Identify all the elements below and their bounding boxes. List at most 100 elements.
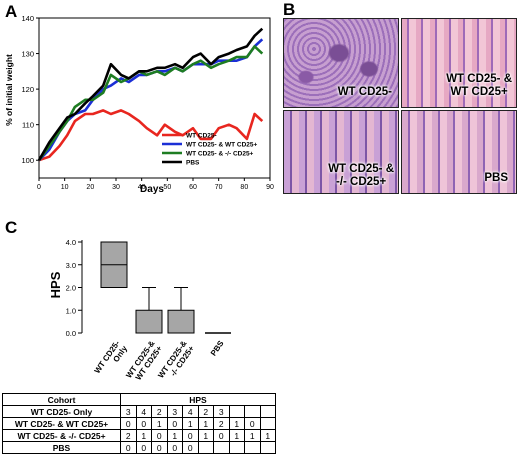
x-tick-label: 50 [163,184,171,191]
category-label: PBS [209,338,226,357]
hps-value-cell: 2 [197,405,214,418]
hps-value-cell: 3 [213,405,230,418]
legend-label: WT CD25- & -/- CD25+ [186,151,254,158]
hps-value-cell [244,441,261,454]
hps-value-cell [259,405,276,418]
histology-caption: WT CD25- & WT CD25+ [446,73,512,98]
y-tick-label: 0.0 [66,329,76,338]
y-tick-label: 120 [21,85,34,94]
legend-label: WT CD25- [186,133,217,140]
hps-value-cell: 2 [120,429,137,442]
hps-value-cell: 0 [182,441,199,454]
histology-caption: WT CD25- [337,86,392,98]
plot-frame [38,17,271,179]
x-tick-label: 40 [138,184,146,191]
hps-value-cell [259,441,276,454]
hps-value-cell [197,441,214,454]
hps-value-cell: 4 [135,405,152,418]
table-row: WT CD25- & WT CD25+ 0 0 1 0 1 1 2 1 0 [2,417,276,430]
x-tick-label: 0 [37,184,41,191]
hps-value-cell: 3 [166,405,183,418]
y-tick-label: 1.0 [66,306,76,315]
hps-value-cell: 1 [244,429,261,442]
box [135,287,163,334]
x-tick-label: 80 [240,184,248,191]
x-axis-label: Days [140,184,164,195]
box [100,241,128,288]
hps-value-cell: 0 [166,441,183,454]
hps-value-cell [244,405,261,418]
hps-table: Cohort HPS WT CD25- Only 3 4 2 3 4 2 3 WT CD25- … [2,393,276,454]
hps-value-cell: 1 [166,429,183,442]
hps-value-cell: 4 [182,405,199,418]
y-tick-label: 2.0 [66,284,76,293]
y-tick-label: 3.0 [66,261,76,270]
y-tick-label: 140 [21,14,34,23]
y-tick-label: 100 [21,156,34,165]
x-tick-label: 20 [86,184,94,191]
legend-label: WT CD25- & WT CD25+ [186,142,258,149]
cohort-cell: PBS [2,441,121,454]
histology-image-pbs: PBS [401,110,517,194]
x-tick-label: 10 [61,184,69,191]
hps-value-cell: 0 [213,429,230,442]
hps-value-cell: 0 [120,441,137,454]
x-tick-label: 30 [112,184,120,191]
hps-value-cell [228,405,245,418]
hps-value-cell: 0 [182,429,199,442]
cohort-cell: WT CD25- & WT CD25+ [2,417,121,430]
table-row: WT CD25- Only 3 4 2 3 4 2 3 [2,405,276,418]
hps-value-cell: 0 [120,417,137,430]
hps-value-cell: 1 [228,417,245,430]
hps-value-cell: 0 [244,417,261,430]
hps-value-cell [228,441,245,454]
hps-value-cell: 1 [259,429,276,442]
histology-image-wt-cd25-and-ko-cd25plus: WT CD25- & -/- CD25+ [283,110,399,194]
hps-value-cell: 1 [197,429,214,442]
y-axis-label: HPS [48,271,63,298]
legend-label: PBS [186,160,200,167]
series-line [38,109,264,162]
table-header-hps: HPS [120,393,276,406]
hps-value-cell: 1 [197,417,214,430]
table-header-cohort: Cohort [2,393,121,406]
hps-value-cell: 0 [166,417,183,430]
cohort-cell: WT CD25- & -/- CD25+ [2,429,121,442]
cohort-cell: WT CD25- Only [2,405,121,418]
panel-label-a: A [5,2,18,21]
y-axis-label: % of initial weight [4,54,14,126]
category-label: WT CD25-&WT CD25+ [124,339,164,385]
histology-caption: PBS [484,172,508,184]
hps-value-cell [213,441,230,454]
x-tick-label: 90 [266,184,274,191]
hps-value-cell: 1 [182,417,199,430]
box-body [135,309,163,334]
hps-value-cell: 0 [135,441,152,454]
panel-label-c: C [5,218,18,237]
hps-value-cell: 1 [228,429,245,442]
y-tick-label: 110 [22,121,34,130]
histology-image-wt-cd25-and-wt-cd25plus: WT CD25- & WT CD25+ [401,18,517,108]
x-tick-label: 70 [215,184,223,191]
box [167,287,195,334]
series-line [37,45,264,161]
hps-value-cell: 1 [135,429,152,442]
y-tick-label: 4.0 [66,238,76,247]
hps-value-cell: 0 [135,417,152,430]
hps-value-cell: 2 [151,405,168,418]
hps-value-cell: 3 [120,405,137,418]
histology-image-wt-cd25-only: WT CD25- [283,18,399,108]
table-row: WT CD25- & -/- CD25+ 2 1 0 1 0 1 0 1 1 1 [2,429,276,442]
series-line [37,27,264,161]
table-row: PBS 0 0 0 0 0 [2,441,276,454]
panel-label-b: B [283,0,296,19]
hps-value-cell: 0 [151,441,168,454]
hps-value-cell: 0 [151,429,168,442]
y-tick-label: 130 [21,50,34,59]
weight-line-chart: % of initial weight Days 0 10 20 30 40 50 60 70… [4,14,274,195]
hps-value-cell: 1 [151,417,168,430]
category-label: WT CD25-&-/- CD25+ [156,339,196,385]
histology-caption: WT CD25- & -/- CD25+ [328,163,394,188]
box-body [167,309,195,334]
